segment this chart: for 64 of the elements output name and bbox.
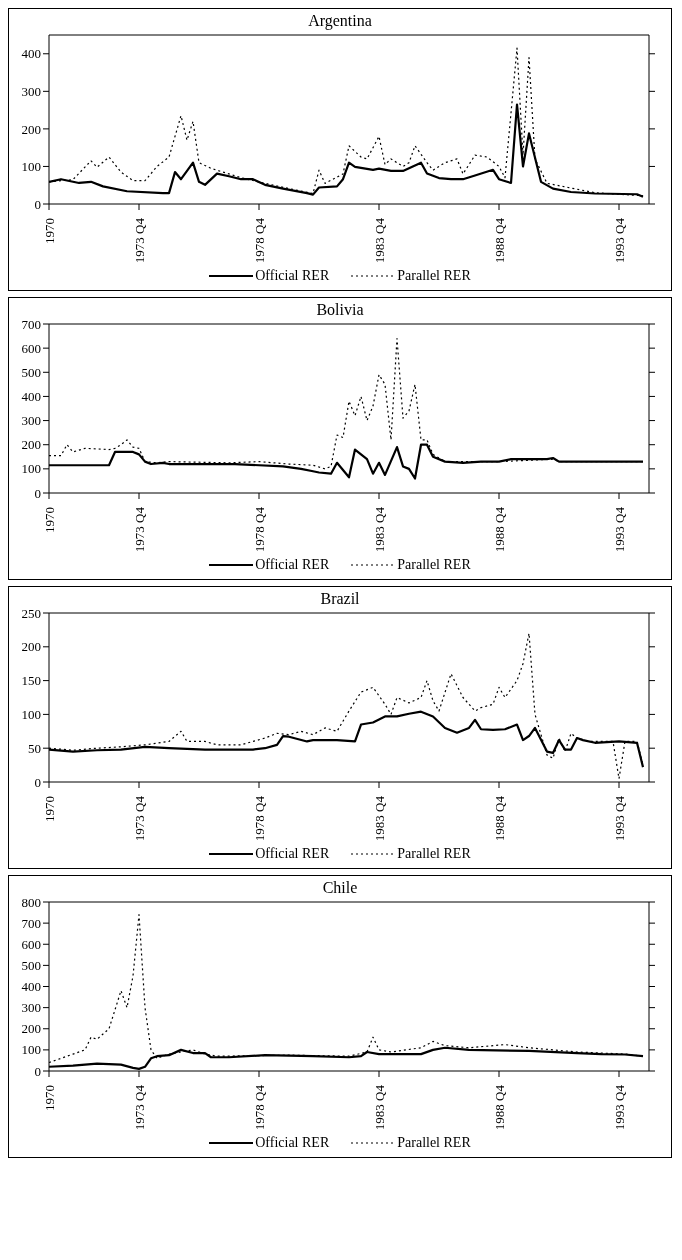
y-tick-label: 400 — [21, 389, 41, 405]
chart-title: Brazil — [320, 590, 360, 607]
y-tick-label: 0 — [34, 774, 41, 790]
y-tick-label: 100 — [21, 461, 41, 477]
x-tick-label: 1993 Q4 — [611, 506, 627, 553]
chart-title: Bolivia — [316, 301, 364, 318]
y-tick-label: 300 — [21, 1000, 41, 1016]
x-tick-label: 1973 Q4 — [131, 217, 147, 264]
y-tick-label: 600 — [21, 936, 41, 952]
legend-label: Parallel RER — [397, 1135, 471, 1151]
x-tick-label: 1978 Q4 — [251, 795, 267, 842]
x-tick-label: 1993 Q4 — [611, 1084, 627, 1131]
x-tick-label: 1983 Q4 — [371, 217, 387, 264]
x-tick-label: 1978 Q4 — [251, 217, 267, 264]
chart-title: Argentina — [307, 11, 373, 30]
chart-title: Chile — [322, 879, 358, 896]
x-tick-label: 1970 — [41, 218, 57, 244]
y-tick-label: 300 — [21, 83, 41, 99]
y-tick-label: 100 — [21, 707, 41, 723]
legend-label: Official RER — [255, 846, 330, 862]
y-tick-label: 100 — [21, 159, 41, 175]
x-tick-label: 1993 Q4 — [611, 795, 627, 842]
y-tick-label: 0 — [34, 196, 41, 212]
x-tick-label: 1988 Q4 — [491, 1084, 507, 1131]
x-tick-label: 1978 Q4 — [251, 506, 267, 553]
y-tick-label: 700 — [21, 915, 41, 931]
x-tick-label: 1973 Q4 — [131, 795, 147, 842]
y-tick-label: 100 — [21, 1042, 41, 1058]
x-tick-label: 1983 Q4 — [371, 795, 387, 842]
y-tick-label: 500 — [21, 364, 41, 380]
x-tick-label: 1988 Q4 — [491, 506, 507, 553]
y-tick-label: 200 — [21, 639, 41, 655]
y-tick-label: 0 — [34, 485, 41, 501]
y-tick-label: 400 — [21, 46, 41, 62]
x-tick-label: 1993 Q4 — [611, 217, 627, 264]
y-tick-label: 300 — [21, 413, 41, 429]
y-tick-label: 500 — [21, 957, 41, 973]
legend-label: Parallel RER — [397, 846, 471, 862]
x-tick-label: 1983 Q4 — [371, 506, 387, 553]
legend-label: Parallel RER — [397, 557, 471, 573]
x-tick-label: 1988 Q4 — [491, 217, 507, 264]
y-tick-label: 200 — [21, 1021, 41, 1037]
legend-label: Parallel RER — [397, 268, 471, 284]
legend-label: Official RER — [255, 1135, 330, 1151]
x-tick-label: 1970 — [41, 507, 57, 533]
y-tick-label: 150 — [21, 673, 41, 689]
legend-label: Official RER — [255, 268, 330, 284]
x-tick-label: 1983 Q4 — [371, 1084, 387, 1131]
y-tick-label: 400 — [21, 979, 41, 995]
x-tick-label: 1973 Q4 — [131, 1084, 147, 1131]
y-tick-label: 50 — [28, 740, 41, 756]
x-tick-label: 1970 — [41, 796, 57, 822]
x-tick-label: 1970 — [41, 1085, 57, 1111]
y-tick-label: 700 — [21, 316, 41, 332]
y-tick-label: 200 — [21, 437, 41, 453]
y-tick-label: 200 — [21, 121, 41, 137]
y-tick-label: 600 — [21, 340, 41, 356]
y-tick-label: 250 — [21, 605, 41, 621]
legend-label: Official RER — [255, 557, 330, 573]
y-tick-label: 800 — [21, 894, 41, 910]
y-tick-label: 0 — [34, 1063, 41, 1079]
x-tick-label: 1978 Q4 — [251, 1084, 267, 1131]
x-tick-label: 1973 Q4 — [131, 506, 147, 553]
x-tick-label: 1988 Q4 — [491, 795, 507, 842]
